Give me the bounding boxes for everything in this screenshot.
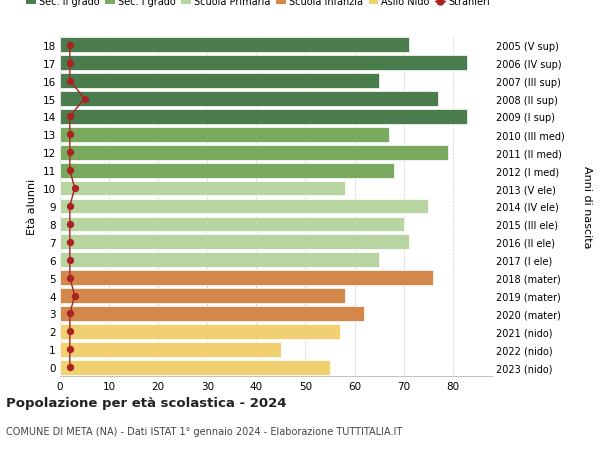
Bar — [60, 199, 428, 214]
Bar — [60, 163, 394, 178]
Text: Popolazione per età scolastica - 2024: Popolazione per età scolastica - 2024 — [6, 396, 287, 409]
Bar — [60, 146, 448, 160]
Point — [65, 60, 74, 67]
Point — [70, 292, 80, 300]
Bar — [60, 253, 379, 268]
Bar — [60, 325, 340, 339]
Bar — [60, 39, 409, 53]
Bar — [60, 342, 281, 357]
Bar — [60, 307, 364, 321]
Point — [65, 310, 74, 318]
Bar — [60, 128, 389, 142]
Point — [65, 131, 74, 139]
Bar — [60, 271, 433, 285]
Bar — [60, 74, 379, 89]
Bar — [60, 217, 404, 232]
Point — [65, 239, 74, 246]
Y-axis label: Anni di nascita: Anni di nascita — [581, 165, 592, 248]
Point — [65, 167, 74, 174]
Bar — [60, 360, 330, 375]
Bar — [60, 235, 409, 250]
Point — [65, 328, 74, 336]
Point — [65, 42, 74, 49]
Point — [65, 274, 74, 282]
Point — [80, 95, 89, 103]
Y-axis label: Età alunni: Età alunni — [27, 179, 37, 235]
Legend: Sec. II grado, Sec. I grado, Scuola Primaria, Scuola Infanzia, Asilo Nido, Stran: Sec. II grado, Sec. I grado, Scuola Prim… — [26, 0, 490, 7]
Point — [65, 257, 74, 264]
Bar — [60, 181, 345, 196]
Point — [65, 149, 74, 157]
Bar — [60, 56, 467, 71]
Point — [65, 78, 74, 85]
Point — [65, 221, 74, 228]
Text: COMUNE DI META (NA) - Dati ISTAT 1° gennaio 2024 - Elaborazione TUTTITALIA.IT: COMUNE DI META (NA) - Dati ISTAT 1° genn… — [6, 426, 402, 436]
Point — [65, 203, 74, 210]
Bar — [60, 289, 345, 303]
Point — [65, 364, 74, 371]
Bar — [60, 92, 438, 106]
Point — [70, 185, 80, 192]
Bar — [60, 110, 467, 124]
Point — [65, 113, 74, 121]
Point — [65, 346, 74, 353]
